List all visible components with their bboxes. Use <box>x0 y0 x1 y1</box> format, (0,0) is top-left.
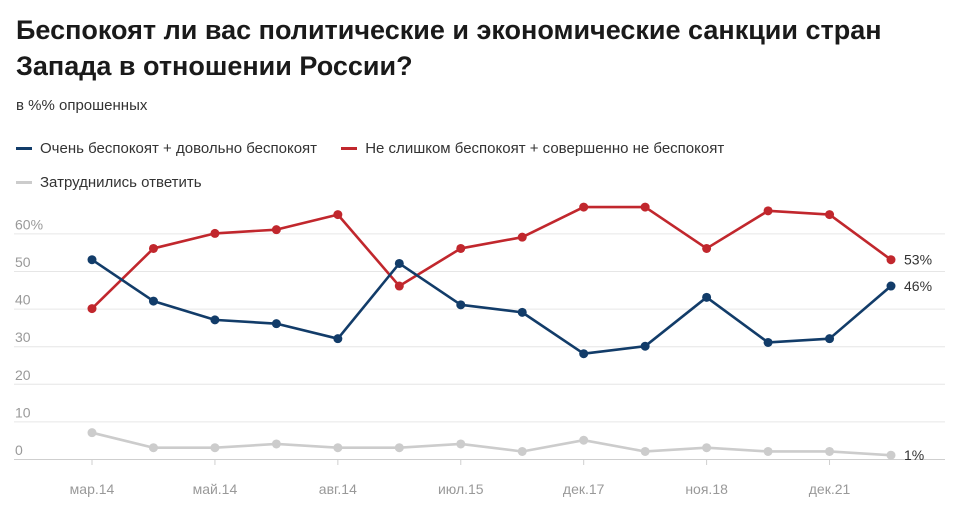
data-point-concerned <box>87 255 97 265</box>
data-point-no-answer <box>640 446 650 456</box>
data-point-concerned <box>579 349 589 359</box>
data-point-no-answer <box>333 443 343 453</box>
data-point-no-answer <box>825 446 835 456</box>
legend: Очень беспокоят + довольно беспокоят Не … <box>16 137 916 205</box>
data-point-concerned <box>825 334 835 344</box>
x-tick-label: дек.21 <box>809 481 851 497</box>
legend-item-concerned: Очень беспокоят + довольно беспокоят <box>16 140 317 157</box>
x-tick-label: мар.14 <box>70 481 115 497</box>
legend-row-2: Затруднились ответить <box>16 171 916 195</box>
legend-item-no-answer: Затруднились ответить <box>16 174 202 191</box>
data-point-concerned <box>394 258 404 268</box>
data-point-concerned <box>333 334 343 344</box>
data-point-no-answer <box>456 439 466 449</box>
end-label-not-concerned: 53% <box>904 252 932 268</box>
data-point-concerned <box>456 300 466 310</box>
y-tick-label: 40 <box>15 292 31 308</box>
data-point-no-answer <box>702 443 712 453</box>
data-point-not-concerned <box>456 243 466 253</box>
data-point-not-concerned <box>702 243 712 253</box>
y-tick-label: 50 <box>15 254 31 270</box>
legend-label-no-answer: Затруднились ответить <box>40 174 202 191</box>
legend-swatch-red <box>341 147 358 150</box>
x-tick-label: ноя.18 <box>685 481 728 497</box>
x-tick-label: июл.15 <box>438 481 484 497</box>
data-point-not-concerned <box>517 232 527 242</box>
legend-label-not-concerned: Не слишком беспокоят + совершенно не бес… <box>365 140 725 157</box>
data-point-not-concerned <box>825 210 835 220</box>
data-point-no-answer <box>210 443 220 453</box>
x-tick-label: дек.17 <box>563 481 605 497</box>
chart-subtitle: в %% опрошенных <box>16 97 148 114</box>
data-point-concerned <box>517 307 527 317</box>
data-point-concerned <box>271 319 281 329</box>
data-point-concerned <box>886 281 896 291</box>
data-point-not-concerned <box>886 255 896 265</box>
data-point-no-answer <box>271 439 281 449</box>
series-line-no-answer <box>90 431 893 457</box>
y-tick-label: 60% <box>15 216 43 232</box>
data-point-not-concerned <box>579 202 589 212</box>
legend-row-1: Очень беспокоят + довольно беспокоят Не … <box>16 137 916 161</box>
y-tick-label: 0 <box>15 442 23 458</box>
series-line-not-concerned <box>90 205 893 310</box>
data-point-not-concerned <box>210 228 220 238</box>
data-point-not-concerned <box>333 210 343 220</box>
x-tick-label: май.14 <box>193 481 238 497</box>
data-point-concerned <box>148 296 158 306</box>
data-point-not-concerned <box>763 206 773 216</box>
end-label-concerned: 46% <box>904 278 932 294</box>
series-line-concerned <box>90 258 893 356</box>
data-point-no-answer <box>517 446 527 456</box>
data-point-no-answer <box>148 443 158 453</box>
y-tick-label: 30 <box>15 329 31 345</box>
data-point-not-concerned <box>148 243 158 253</box>
data-point-concerned <box>763 337 773 347</box>
data-point-concerned <box>702 292 712 302</box>
legend-item-not-concerned: Не слишком беспокоят + совершенно не бес… <box>341 140 724 157</box>
data-point-not-concerned <box>87 304 97 314</box>
y-tick-label: 10 <box>15 404 31 420</box>
data-point-no-answer <box>394 443 404 453</box>
data-point-no-answer <box>579 435 589 445</box>
chart-title: Беспокоят ли вас политические и экономич… <box>16 15 882 81</box>
data-point-concerned <box>210 315 220 325</box>
data-point-no-answer <box>886 450 896 460</box>
legend-swatch-gray <box>16 181 32 184</box>
legend-label-concerned: Очень беспокоят + довольно беспокоят <box>40 140 318 157</box>
x-tick-label: авг.14 <box>319 481 357 497</box>
data-point-no-answer <box>87 428 97 438</box>
data-point-not-concerned <box>271 225 281 235</box>
data-point-no-answer <box>763 446 773 456</box>
data-point-not-concerned <box>394 281 404 291</box>
y-tick-label: 20 <box>15 367 31 383</box>
legend-swatch-blue <box>16 147 32 150</box>
data-point-not-concerned <box>640 202 650 212</box>
data-point-concerned <box>640 341 650 351</box>
end-label-no-answer: 1% <box>904 447 924 463</box>
